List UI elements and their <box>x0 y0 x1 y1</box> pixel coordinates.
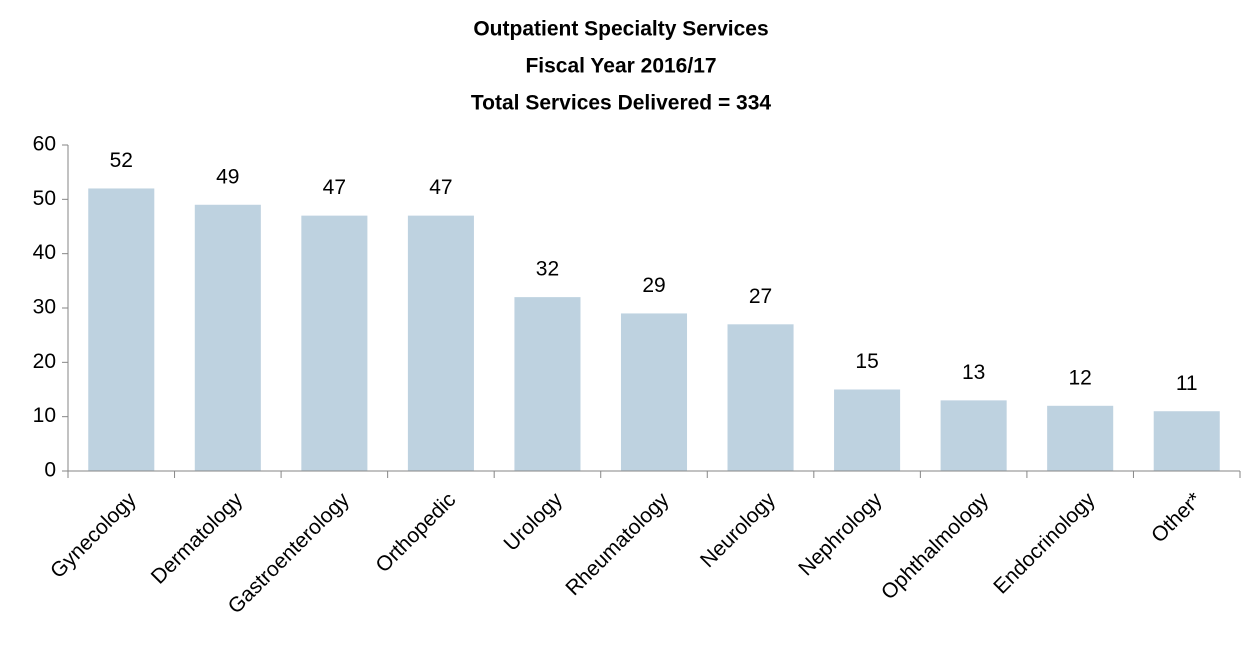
value-label: 27 <box>749 285 772 308</box>
x-tick-label: Nephrology <box>794 488 887 581</box>
value-label: 32 <box>536 258 559 281</box>
value-label: 15 <box>855 350 878 373</box>
x-tick-label: Rheumatology <box>561 488 673 600</box>
chart-subtitle: Fiscal Year 2016/17 <box>525 55 716 78</box>
y-tick-label: 30 <box>33 296 56 319</box>
x-tick-label: Dermatology <box>147 488 248 589</box>
bar <box>88 188 155 471</box>
bar <box>620 313 688 471</box>
y-tick-label: 20 <box>33 350 56 373</box>
value-label: 11 <box>1176 372 1198 395</box>
value-label: 13 <box>962 361 985 384</box>
x-tick-label: Orthopedic <box>371 488 460 577</box>
x-tick-label: Neurology <box>696 488 780 572</box>
value-label: 12 <box>1069 366 1092 389</box>
x-tick-label: Gynecology <box>46 488 141 583</box>
bar <box>301 215 368 471</box>
value-label: 49 <box>216 165 239 188</box>
y-tick-label: 40 <box>33 241 56 264</box>
bar <box>407 215 474 471</box>
x-tick-label: Urology <box>499 488 567 556</box>
value-label: 52 <box>110 149 133 172</box>
bar <box>834 389 901 471</box>
bar <box>194 204 261 471</box>
y-tick-label: 60 <box>33 133 56 156</box>
y-tick-label: 0 <box>44 459 56 482</box>
bar <box>1153 411 1220 471</box>
y-tick-label: 10 <box>33 404 56 427</box>
bar <box>940 400 1007 471</box>
chart-subtitle: Total Services Delivered = 334 <box>471 92 772 115</box>
bar <box>1047 405 1114 471</box>
bar <box>727 324 794 471</box>
chart-title: Outpatient Specialty Services <box>473 18 768 41</box>
value-label: 29 <box>642 274 665 297</box>
value-label: 47 <box>323 176 346 199</box>
bar <box>514 297 581 471</box>
y-tick-label: 50 <box>33 187 56 210</box>
value-label: 47 <box>429 176 452 199</box>
x-tick-label: Endocrinology <box>989 488 1100 599</box>
x-tick-label: Other* <box>1147 488 1206 547</box>
x-tick-label: Ophthalmology <box>877 488 993 604</box>
